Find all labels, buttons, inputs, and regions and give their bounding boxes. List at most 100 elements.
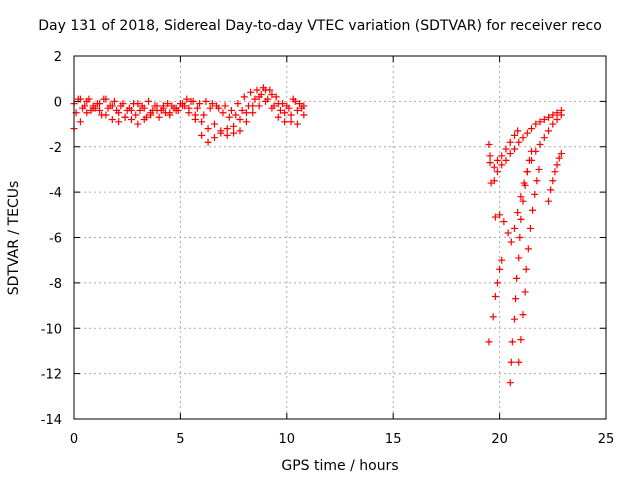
data-point: [210, 134, 218, 142]
data-point: [514, 127, 522, 135]
data-point: [517, 336, 525, 344]
data-point: [210, 120, 218, 128]
data-point: [502, 156, 510, 164]
data-point: [164, 100, 172, 108]
data-point: [157, 106, 165, 114]
data-point: [536, 118, 544, 126]
data-point: [515, 254, 523, 262]
data-point: [285, 104, 293, 112]
data-point: [106, 102, 114, 110]
data-point: [130, 100, 138, 108]
y-axis-label: SDTVAR / TECUs: [6, 181, 22, 296]
data-point: [225, 113, 233, 121]
data-point: [516, 234, 524, 241]
y-tick-label: -8: [49, 277, 62, 292]
y-tick-label: -14: [41, 413, 62, 428]
data-point: [547, 186, 555, 194]
data-point: [498, 256, 506, 264]
data-point: [545, 197, 553, 205]
data-point: [115, 118, 123, 126]
data-point: [293, 120, 301, 128]
data-point: [287, 111, 295, 119]
x-tick-label: 15: [385, 432, 402, 447]
data-point: [272, 93, 280, 101]
data-point: [138, 102, 146, 110]
data-point: [300, 111, 308, 119]
data-point: [108, 116, 116, 124]
series-track-c: [72, 91, 304, 121]
data-point: [183, 95, 191, 103]
data-point: [514, 209, 522, 217]
data-point: [498, 161, 506, 169]
data-point: [259, 84, 267, 92]
data-point: [176, 100, 184, 108]
data-point: [276, 106, 284, 114]
data-point: [508, 338, 516, 346]
data-point: [223, 125, 231, 133]
data-point: [525, 156, 533, 164]
y-tick-label: -10: [41, 322, 62, 337]
data-point: [76, 118, 84, 126]
data-point: [553, 109, 561, 117]
data-point: [555, 154, 563, 162]
data-point: [496, 265, 504, 273]
data-point: [506, 138, 514, 146]
series-track-g: [491, 111, 565, 246]
data-point: [545, 127, 553, 135]
data-point: [274, 113, 282, 121]
data-point: [96, 106, 104, 114]
data-point: [98, 111, 106, 119]
series-track-b: [70, 95, 308, 146]
data-point: [244, 102, 252, 110]
data-point: [253, 86, 261, 94]
data-point: [486, 152, 494, 160]
data-point: [523, 168, 531, 176]
data-point: [279, 100, 287, 108]
data-point: [506, 150, 514, 158]
data-point: [144, 97, 152, 105]
series-track-h: [485, 256, 506, 346]
data-point: [519, 197, 527, 205]
data-point: [185, 109, 193, 117]
data-point: [496, 211, 504, 219]
data-point: [485, 338, 493, 346]
data-point: [507, 238, 515, 246]
data-point: [232, 111, 240, 119]
data-point: [553, 116, 561, 124]
data-point: [298, 104, 306, 112]
data-point: [287, 118, 295, 126]
data-point: [522, 265, 530, 273]
data-point: [513, 274, 521, 282]
data-point: [242, 109, 250, 117]
data-point: [155, 113, 163, 121]
data-point: [236, 116, 244, 124]
y-tick-label: -2: [49, 141, 62, 156]
series-track-k: [545, 150, 565, 205]
data-point: [193, 104, 201, 112]
data-point: [142, 113, 150, 121]
data-point: [291, 97, 299, 105]
data-point: [549, 120, 557, 128]
data-point: [238, 106, 246, 114]
data-point: [247, 88, 255, 96]
data-point: [234, 100, 242, 108]
data-point: [170, 104, 178, 112]
data-point: [519, 311, 527, 319]
data-point: [512, 295, 520, 303]
data-point: [502, 145, 510, 153]
data-point: [119, 100, 127, 108]
data-point: [493, 168, 501, 176]
data-point: [540, 116, 548, 124]
data-point: [491, 213, 499, 221]
data-point: [531, 190, 539, 198]
x-tick-label: 25: [598, 432, 615, 447]
data-point: [507, 358, 515, 366]
data-point: [529, 206, 537, 214]
data-points: [70, 84, 565, 387]
data-point: [87, 106, 95, 114]
data-point: [510, 224, 518, 232]
data-point: [517, 193, 525, 201]
chart-title: Day 131 of 2018, Sidereal Day-to-day VTE…: [38, 18, 602, 34]
data-point: [490, 177, 498, 185]
data-point: [91, 104, 99, 112]
